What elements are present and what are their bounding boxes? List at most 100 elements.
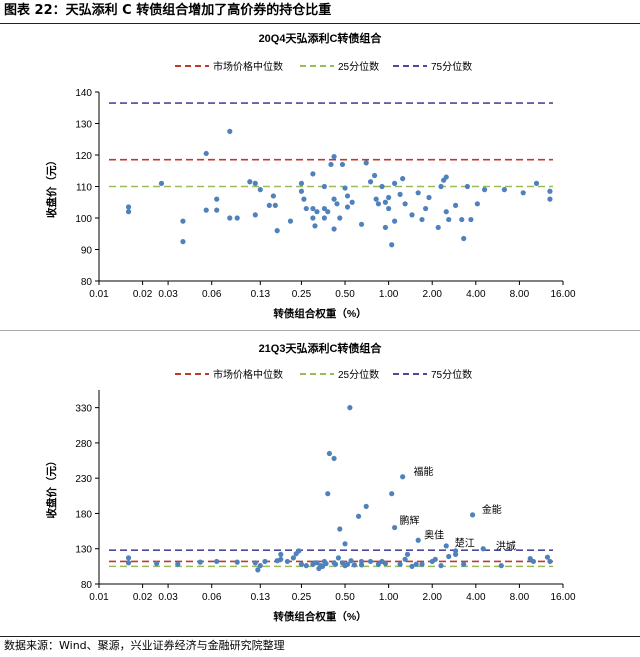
data-point [175, 561, 181, 567]
data-point [415, 537, 421, 543]
data-point [392, 218, 398, 224]
data-point [326, 450, 333, 457]
data-point [459, 216, 465, 223]
data-point [337, 215, 343, 221]
x-tick-label: 16.00 [550, 289, 575, 300]
data-point [404, 551, 411, 557]
data-point [422, 205, 429, 212]
data-point [349, 199, 355, 205]
data-point [320, 563, 326, 569]
bottom-rule [0, 636, 640, 637]
data-point [386, 205, 392, 212]
data-point [227, 128, 233, 134]
data-point [342, 185, 348, 191]
data-point [419, 216, 425, 223]
chart-divider [0, 330, 640, 331]
data-point [325, 209, 331, 215]
data-point [214, 207, 220, 213]
y-tick-label: 110 [76, 183, 92, 194]
data-point [331, 455, 337, 462]
data-point [409, 563, 415, 569]
data-point [301, 196, 307, 202]
data-point [413, 561, 419, 567]
y-tick-label: 130 [75, 545, 92, 556]
data-point [270, 193, 276, 199]
y-tick-label: 180 [75, 509, 92, 520]
data-point [331, 226, 337, 232]
data-point [389, 491, 395, 497]
data-point [498, 563, 504, 569]
data-point [446, 553, 452, 560]
data-point [314, 560, 320, 566]
data-point [287, 218, 294, 224]
x-tick-label: 0.01 [89, 289, 109, 300]
data-point [367, 558, 374, 565]
data-point [480, 546, 486, 552]
y-tick-label: 230 [75, 474, 92, 485]
y-tick-label: 120 [75, 151, 92, 162]
x-tick-label: 8.00 [510, 592, 530, 603]
data-point [443, 209, 449, 215]
data-point [321, 183, 327, 190]
data-point [355, 513, 362, 519]
data-point [392, 180, 398, 186]
data-point [544, 554, 551, 560]
data-point [197, 559, 203, 565]
data-point [257, 563, 263, 569]
legend-label: 市场价格中位数 [213, 368, 283, 381]
data-point [547, 196, 553, 202]
data-point [351, 562, 357, 568]
data-point [310, 171, 316, 177]
x-tick-label: 0.03 [158, 592, 178, 603]
data-point [303, 563, 309, 569]
data-point [400, 474, 406, 480]
data-point [400, 176, 406, 182]
y-tick-label: 80 [81, 277, 93, 288]
data-point [303, 205, 309, 212]
data-point [443, 543, 449, 549]
data-point [310, 205, 316, 212]
data-point [125, 209, 132, 215]
data-point [358, 562, 365, 568]
x-tick-label: 0.25 [292, 592, 312, 603]
data-point [402, 201, 408, 207]
x-axis-label: 转债组合权重（%） [273, 610, 366, 623]
data-point [227, 215, 233, 221]
data-point [203, 150, 209, 157]
point-annotation: 金能 [482, 503, 502, 516]
data-point [501, 187, 507, 193]
data-point [310, 215, 316, 221]
x-axis-label: 转债组合权重（%） [273, 307, 366, 320]
x-tick-label: 0.13 [251, 592, 271, 603]
x-tick-label: 2.00 [422, 289, 442, 300]
x-tick-label: 0.06 [202, 592, 222, 603]
data-point [461, 561, 467, 567]
x-tick-label: 16.00 [550, 592, 575, 603]
data-point [252, 212, 258, 218]
data-point [332, 561, 339, 567]
data-point [290, 555, 297, 561]
y-axis-label: 收盘价（元） [45, 155, 58, 218]
data-point [180, 239, 186, 245]
data-point [389, 242, 395, 248]
data-point [331, 153, 337, 160]
source-note: 数据来源：Wind、聚源，兴业证券经济与金融研究院整理 [4, 639, 285, 652]
data-point [331, 196, 337, 202]
data-point [371, 172, 378, 179]
data-point [323, 560, 329, 567]
y-tick-label: 80 [81, 580, 93, 591]
data-point [158, 180, 165, 186]
data-point [547, 188, 553, 194]
data-point [298, 180, 305, 186]
data-point [530, 558, 537, 565]
x-tick-label: 2.00 [422, 592, 442, 603]
data-point [298, 188, 305, 194]
data-point [125, 560, 132, 566]
chart-title: 20Q4天弘添利C转债组合 [259, 31, 383, 45]
data-point [284, 558, 291, 565]
data-point [358, 221, 365, 227]
data-point [547, 558, 553, 565]
y-tick-label: 90 [81, 246, 93, 257]
data-point [386, 194, 392, 201]
